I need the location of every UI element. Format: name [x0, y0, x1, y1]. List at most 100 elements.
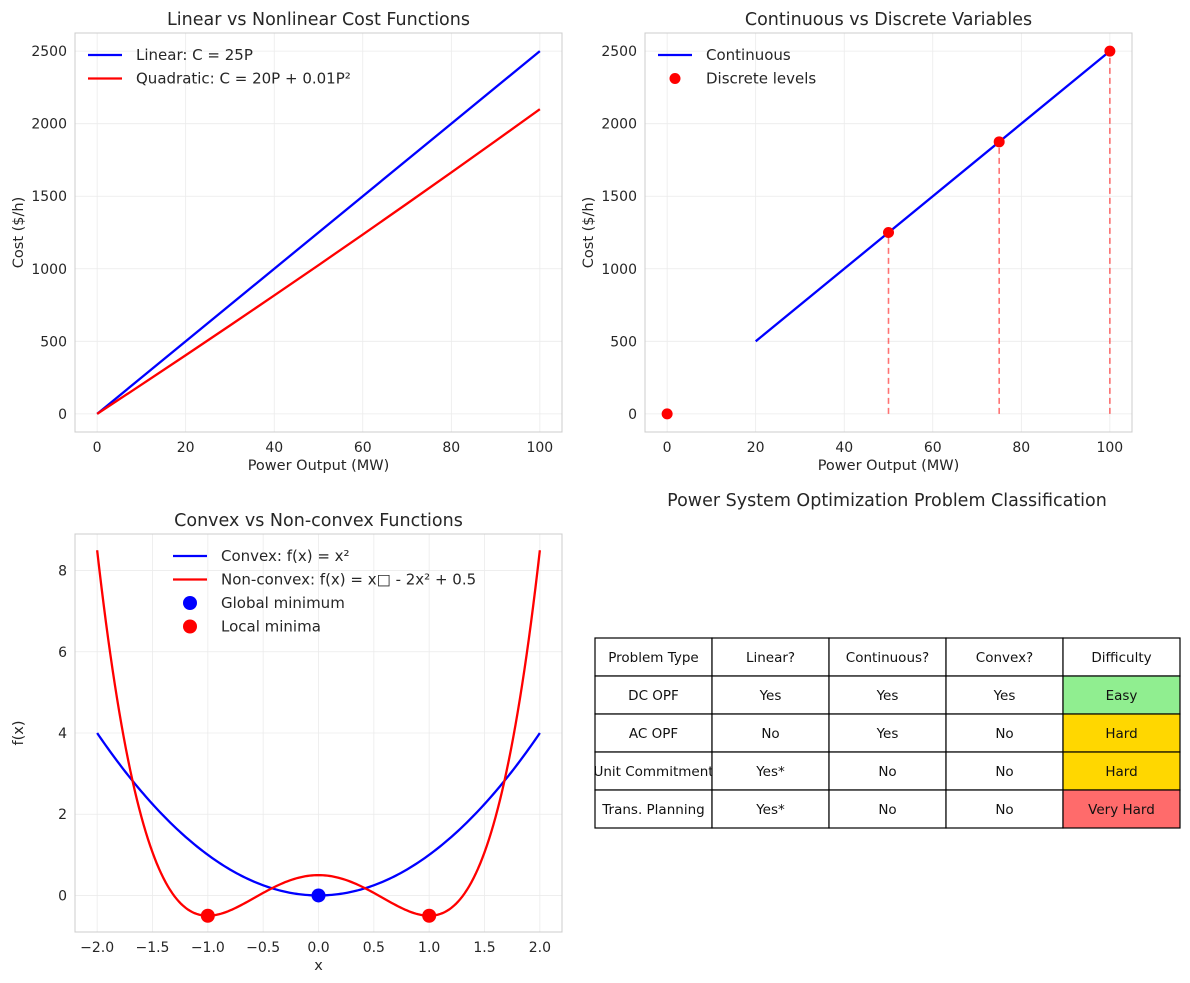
- table-cell-text: No: [878, 802, 896, 818]
- line-quadratic-c-20p-0-01p: [96, 108, 541, 415]
- table-title: Power System Optimization Problem Classi…: [667, 491, 1107, 511]
- line-linear-c-25p: [96, 50, 541, 415]
- y-tick-label: 2500: [601, 44, 637, 60]
- table-cell-text: Yes: [876, 726, 899, 742]
- legend-label: Discrete levels: [706, 70, 816, 88]
- legend-label: Linear: C = 25P: [136, 46, 253, 64]
- table-cell: [828, 675, 947, 715]
- table-header-text: Problem Type: [608, 650, 699, 666]
- table-cell-text: Hard: [1105, 764, 1137, 780]
- table-cell: [828, 789, 947, 829]
- table-header-text: Convex?: [976, 650, 1033, 666]
- table-header-text: Linear?: [746, 650, 795, 666]
- table-cell-text: No: [761, 726, 779, 742]
- table-cell-text: Unit Commitment: [593, 764, 713, 780]
- point-local-minima: [200, 908, 215, 923]
- table-cell: [945, 789, 1064, 829]
- legend: Continuous Discrete levels: [658, 46, 816, 88]
- table-cell: [1062, 789, 1181, 829]
- y-tick-label: 1000: [31, 262, 67, 278]
- x-tick-label: 80: [442, 440, 460, 456]
- table-header-cell: [1062, 637, 1181, 677]
- table-cell: [1062, 675, 1181, 715]
- x-tick-label: 2.0: [529, 940, 551, 956]
- x-tick-label: 100: [1096, 440, 1123, 456]
- point-discrete-levels: [993, 136, 1005, 148]
- point-discrete-levels: [1104, 45, 1116, 57]
- legend-marker: [669, 73, 681, 84]
- plot-marks: [661, 45, 1116, 420]
- x-tick-label: 0.5: [363, 940, 385, 956]
- x-tick-label: 20: [747, 440, 765, 456]
- legend-marker: [183, 596, 197, 610]
- y-tick-label: 2000: [31, 117, 67, 133]
- point-discrete-levels: [661, 408, 673, 420]
- table-cell: [828, 751, 947, 791]
- y-tick-label: 0: [58, 407, 67, 423]
- legend-label: Quadratic: C = 20P + 0.01P²: [136, 70, 351, 88]
- line-non-convex-f-x-x-2x-0-5: [95, 550, 542, 917]
- table-header-cell: [828, 637, 947, 677]
- chart-title: Linear vs Nonlinear Cost Functions: [167, 10, 470, 30]
- table-header-cell: [945, 637, 1064, 677]
- table-cell-text: DC OPF: [628, 688, 679, 704]
- y-tick-label: 1500: [601, 189, 637, 205]
- legend: Convex: f(x) = x² Non-convex: f(x) = x□ -…: [173, 547, 476, 636]
- x-tick-label: 40: [835, 440, 853, 456]
- table-header-text: Continuous?: [846, 650, 929, 666]
- table-cell: [711, 751, 830, 791]
- y-axis-label: Cost ($/h): [11, 197, 27, 268]
- x-tick-label: 20: [177, 440, 195, 456]
- table-cell-text: Easy: [1106, 688, 1138, 704]
- table-cell: [1062, 751, 1181, 791]
- x-tick-label: 1.5: [473, 940, 495, 956]
- y-tick-label: 8: [58, 564, 67, 580]
- table-header-cell: [594, 637, 713, 677]
- y-axis-label: f(x): [11, 721, 27, 746]
- chart-title: Continuous vs Discrete Variables: [745, 10, 1032, 30]
- plot-frame: [644, 32, 1133, 433]
- plot-3: −2.0 −1.5 −1.0 −0.5 0.0 0.5 1.0 1.5 2.0 0 2 4 6 8 x f(x…: [11, 511, 563, 974]
- point-discrete-levels: [883, 227, 894, 238]
- legend-label: Non-convex: f(x) = x□ - 2x² + 0.5: [221, 571, 476, 589]
- y-tick-label: 6: [58, 645, 67, 661]
- plot-frame: [74, 533, 563, 933]
- x-axis-label: Power Output (MW): [248, 458, 390, 474]
- x-tick-label: 80: [1012, 440, 1030, 456]
- table-cell-text: Yes: [876, 688, 899, 704]
- x-tick-label: −0.5: [246, 940, 280, 956]
- y-tick-label: 2500: [31, 44, 67, 60]
- legend-label: Global minimum: [221, 594, 345, 612]
- table-cell: [594, 789, 713, 829]
- table-cell-text: No: [995, 726, 1013, 742]
- table-cell-text: Yes: [993, 688, 1016, 704]
- classification-table: Power System Optimization Problem Classi…: [593, 491, 1181, 829]
- x-tick-label: −2.0: [80, 940, 114, 956]
- point-global-minimum: [311, 888, 326, 903]
- plot-frame: [74, 32, 563, 433]
- y-tick-label: 500: [610, 334, 637, 350]
- y-tick-label: 2000: [601, 117, 637, 133]
- y-tick-label: 2: [58, 807, 67, 823]
- x-axis-label: Power Output (MW): [818, 458, 960, 474]
- y-tick-label: 500: [40, 334, 67, 350]
- y-tick-label: 1000: [601, 262, 637, 278]
- table-cell-text: No: [878, 764, 896, 780]
- table-cell-text: No: [995, 802, 1013, 818]
- table-cell-text: Yes*: [755, 764, 785, 780]
- line-continuous: [754, 50, 1111, 343]
- legend-label: Local minima: [221, 618, 321, 636]
- table-cell-text: No: [995, 764, 1013, 780]
- y-tick-label: 0: [58, 888, 67, 904]
- x-tick-label: 60: [924, 440, 942, 456]
- x-tick-label: 100: [526, 440, 553, 456]
- x-tick-label: 1.0: [418, 940, 440, 956]
- y-tick-label: 0: [628, 407, 637, 423]
- x-tick-label: 40: [265, 440, 283, 456]
- x-tick-label: −1.0: [191, 940, 225, 956]
- table-cell: [945, 713, 1064, 753]
- x-tick-label: −1.5: [135, 940, 169, 956]
- table-cell: [711, 789, 830, 829]
